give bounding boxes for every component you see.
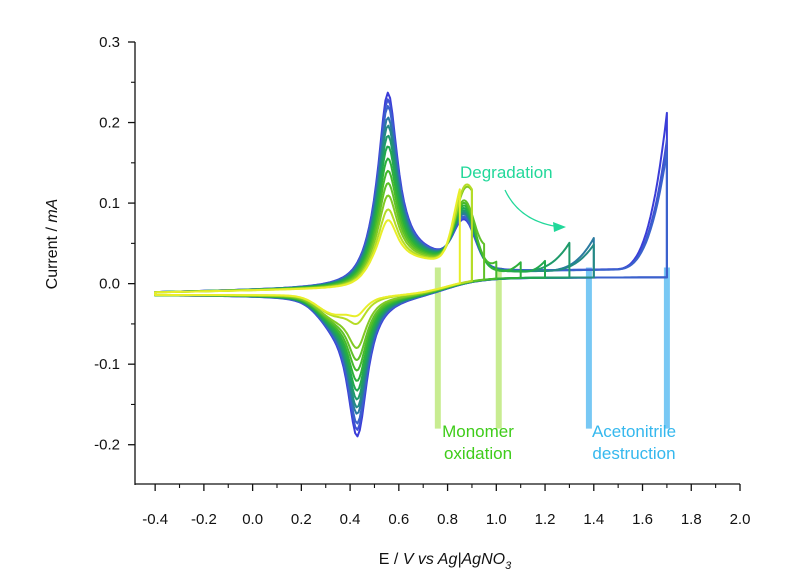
x-tick-label: 1.0 [486, 511, 507, 528]
cv-cycle-curve [154, 182, 486, 361]
potential-markers [434, 267, 670, 429]
monomer-label-line1: Monomer [442, 422, 514, 441]
cv-cycle-curve [154, 169, 498, 372]
axes: -0.2 -0.1 0.0 0.1 0.2 0.3 -0.4 -0.2 0.0 0.2 0.4 0.6… [94, 34, 750, 528]
axis-ticks: -0.2 -0.1 0.0 0.1 0.2 0.3 -0.4 -0.2 0.0 0.2 0.4 0.6… [94, 34, 750, 528]
cv-cycle-curve [154, 116, 595, 415]
x-tick-label: -0.2 [191, 511, 217, 528]
y-tick-label: 0.0 [99, 276, 120, 293]
x-tick-label: 0.2 [291, 511, 312, 528]
cv-cycle-curve [154, 185, 473, 349]
monomer-label-line2: oxidation [444, 444, 512, 463]
y-tick-label: -0.2 [94, 437, 120, 454]
y-tick-label: 0.2 [99, 115, 120, 132]
x-tick-label: 1.8 [681, 511, 702, 528]
x-tick-label: -0.4 [142, 511, 168, 528]
x-tick-label: 0.4 [340, 511, 361, 528]
degradation-label: Degradation [460, 163, 553, 182]
x-tick-label: 1.2 [535, 511, 556, 528]
x-tick-label: 0.0 [242, 511, 263, 528]
cv-cycle-curve [154, 188, 461, 318]
x-tick-label: 1.4 [583, 511, 604, 528]
x-tick-label: 0.8 [437, 511, 458, 528]
x-axis-title: E / V vs Ag|AgNO3 [379, 551, 512, 572]
x-tick-label: 1.6 [632, 511, 653, 528]
x-tick-label: 0.6 [388, 511, 409, 528]
degradation-arrow [504, 189, 561, 228]
y-tick-label: -0.1 [94, 356, 120, 373]
annotations: Degradation Monomer oxidation Acetonitri… [442, 163, 676, 463]
acetonitrile-label-line1: Acetonitrile [592, 422, 676, 441]
y-axis-title: Current / mA [44, 199, 61, 290]
acetonitrile-label-line2: destruction [592, 444, 675, 463]
x-tick-label: 2.0 [730, 511, 751, 528]
y-tick-label: 0.3 [99, 34, 120, 51]
y-tick-label: 0.1 [99, 195, 120, 212]
degradation-arrowhead [553, 222, 566, 232]
cv-curves [154, 91, 668, 438]
